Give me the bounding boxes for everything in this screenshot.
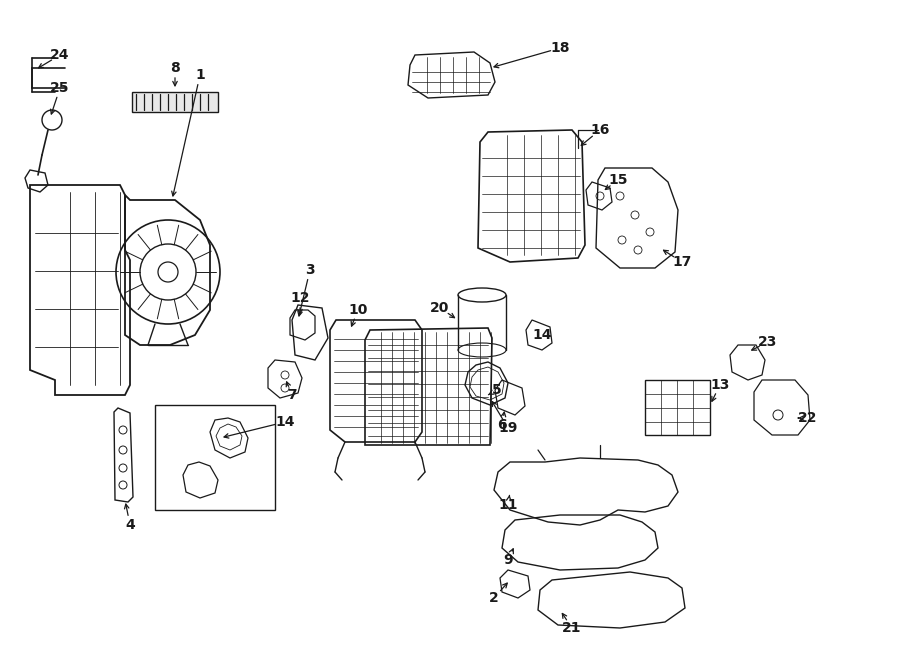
Text: 21: 21 [562, 621, 581, 635]
Text: 3: 3 [305, 263, 315, 277]
Text: 19: 19 [499, 421, 517, 435]
Text: 8: 8 [170, 61, 180, 75]
Text: 15: 15 [608, 173, 628, 187]
Text: 1: 1 [195, 68, 205, 82]
Text: 14: 14 [532, 328, 552, 342]
Text: 14: 14 [275, 415, 295, 429]
Text: 5: 5 [492, 383, 502, 397]
Text: 6: 6 [497, 418, 507, 432]
Text: 4: 4 [125, 518, 135, 532]
Text: 9: 9 [503, 553, 513, 567]
Text: 17: 17 [672, 255, 692, 269]
Text: 25: 25 [50, 81, 70, 95]
Text: 13: 13 [710, 378, 730, 392]
Text: 12: 12 [290, 291, 310, 305]
Polygon shape [132, 92, 218, 112]
Text: 7: 7 [287, 388, 297, 402]
Text: 16: 16 [590, 123, 609, 137]
Text: 23: 23 [759, 335, 778, 349]
Text: 18: 18 [550, 41, 570, 55]
Text: 24: 24 [50, 48, 70, 62]
Text: 11: 11 [499, 498, 517, 512]
Text: 20: 20 [430, 301, 450, 315]
Text: 22: 22 [798, 411, 818, 425]
Text: 10: 10 [348, 303, 368, 317]
Text: 2: 2 [489, 591, 499, 605]
